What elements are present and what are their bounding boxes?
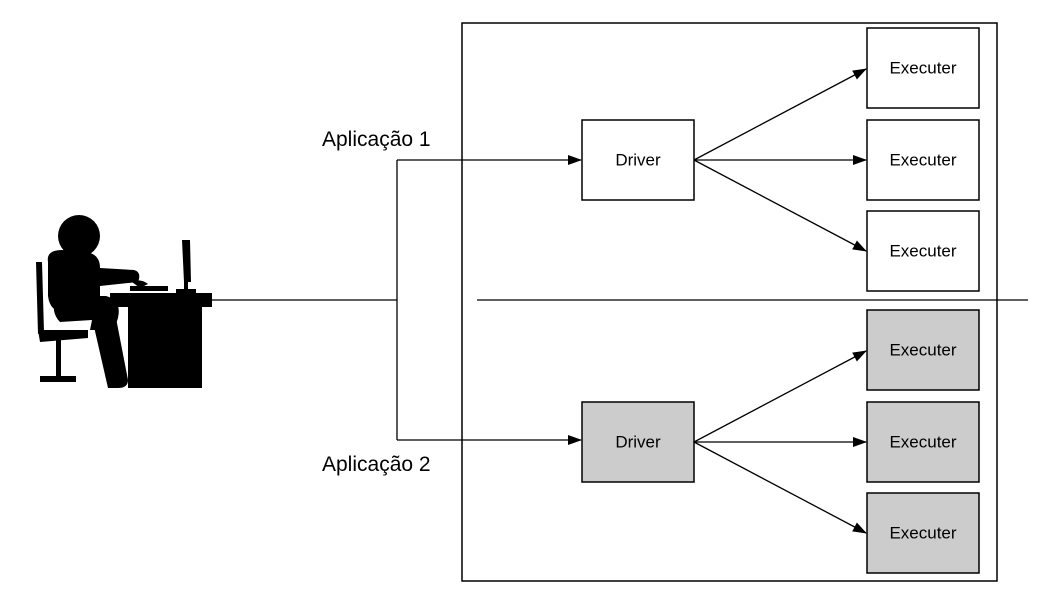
executer-2-2-label: Executer [889,433,956,452]
executer-1-3-label: Executer [889,242,956,261]
application-2-label: Aplicação 2 [322,453,431,476]
executer-1-1: Executer [866,27,980,109]
executer-2-1: Executer [866,309,980,391]
driver-1-to-executer-3-arrow [693,159,867,252]
executer-1-2-label: Executer [889,151,956,170]
application-1-group: Driver Executer Executer Executer [581,27,980,292]
driver-2-to-executer-3-arrow [693,441,867,534]
cluster-container [461,22,998,582]
driver-1-label: Driver [615,151,661,170]
executer-1-3: Executer [866,210,980,292]
application-2-group: Driver Executer Executer Executer [581,309,980,574]
driver-1: Driver [581,119,695,201]
user-connector [212,155,582,445]
driver-2-to-executer-1-arrow [693,350,867,443]
driver-1-to-executer-1-arrow [693,68,867,161]
driver-2-label: Driver [615,433,661,452]
application-1-label: Aplicação 1 [322,128,431,151]
user-at-desk-icon [36,215,212,388]
executer-1-2: Executer [866,119,980,201]
executer-2-1-label: Executer [889,341,956,360]
executer-2-3: Executer [866,492,980,574]
executer-2-3-label: Executer [889,524,956,543]
driver-2: Driver [581,401,695,483]
executer-2-2: Executer [866,401,980,483]
executer-1-1-label: Executer [889,59,956,78]
